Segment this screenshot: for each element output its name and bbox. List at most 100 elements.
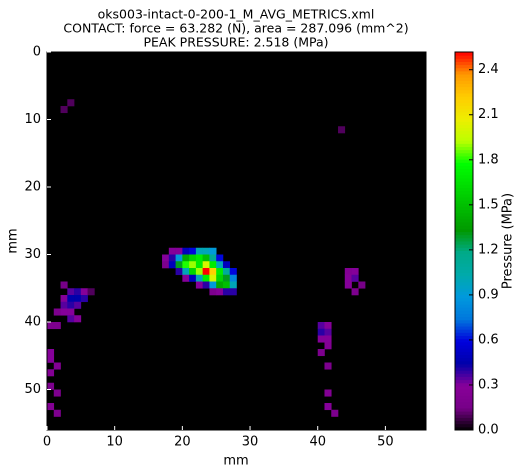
heatmap-cell (222, 281, 231, 289)
colorbar-tick-label: 0.6 (478, 332, 499, 347)
heatmap-cell (189, 261, 197, 269)
heatmap-cell (47, 349, 55, 357)
heatmap-cell (216, 268, 224, 276)
colorbar-tick-label: 0.0 (478, 423, 499, 438)
colorbar-segment (455, 102, 473, 107)
colorbar-segment (455, 285, 473, 289)
colorbar-segment (455, 55, 473, 59)
colorbar-segment (455, 237, 473, 242)
x-tick-label: 50 (377, 435, 394, 450)
heatmap-cell (67, 295, 75, 303)
heatmap-cell (317, 335, 325, 343)
heatmap-cell (53, 322, 61, 330)
colorbar-segment (455, 288, 473, 292)
heatmap-cell (67, 99, 75, 107)
colorbar-segment (455, 118, 473, 122)
heatmap-cell (209, 247, 217, 255)
heatmap-cell (67, 288, 75, 296)
colorbar-segment (455, 269, 473, 273)
heatmap-cell (87, 288, 95, 296)
colorbar-segment (455, 389, 473, 393)
y-tick-label: 40 (24, 315, 41, 330)
colorbar-segment (455, 404, 473, 409)
colorbar-segment (455, 206, 473, 210)
colorbar-segment (455, 319, 473, 324)
colorbar-segment (455, 86, 473, 91)
colorbar-segment (455, 130, 473, 135)
colorbar-segment (455, 115, 473, 119)
heatmap-cell (216, 261, 224, 269)
y-tick-label: 10 (24, 112, 41, 127)
colorbar-segment (455, 234, 473, 239)
colorbar-segment (455, 222, 473, 226)
heatmap-cell (47, 403, 55, 411)
x-axis-label: mm (223, 454, 248, 469)
colorbar-segment (455, 99, 473, 103)
colorbar-segment (455, 392, 473, 396)
colorbar-segment (455, 300, 473, 305)
colorbar-segment (455, 155, 473, 160)
heatmap-cell (344, 274, 352, 282)
colorbar-segment (455, 294, 473, 299)
colorbar-segment (455, 398, 473, 403)
heatmap-cell (216, 274, 224, 282)
heatmap-cell (168, 261, 176, 269)
heatmap-cell (229, 288, 237, 296)
colorbar-segment (455, 250, 473, 255)
colorbar-segment (455, 247, 473, 251)
colorbar-segment (455, 307, 473, 311)
heatmap-cell (53, 409, 61, 417)
heatmap-cell (80, 295, 88, 303)
heatmap-cell (202, 281, 210, 289)
colorbar-segment (455, 228, 473, 233)
colorbar-segment (455, 108, 473, 113)
heatmap-cell (168, 254, 176, 262)
heatmap-cell (47, 382, 55, 390)
heatmap-cell (189, 268, 197, 276)
colorbar-segment (455, 304, 473, 308)
heatmap-cell (175, 247, 183, 255)
heatmap-cell (182, 254, 190, 262)
colorbar-segment (455, 297, 473, 302)
heatmap-cell (74, 301, 82, 309)
x-tick-label: 10 (106, 435, 123, 450)
heatmap-cell (229, 268, 237, 276)
colorbar-segment (455, 360, 473, 365)
colorbar-tick-label: 0.9 (478, 287, 499, 302)
heatmap-cell (317, 328, 325, 336)
colorbar-segment (455, 77, 473, 81)
heatmap-cell (195, 254, 203, 262)
heatmap-cell (74, 295, 82, 303)
heatmap-cell (67, 315, 75, 323)
colorbar-tick-label: 2.1 (478, 107, 499, 122)
heatmap-cell (222, 274, 231, 282)
colorbar-segment (455, 83, 473, 88)
colorbar-segment (455, 218, 473, 223)
heatmap-cell (195, 274, 203, 282)
heatmap-cell (324, 335, 332, 343)
y-tick-label: 20 (24, 180, 41, 195)
heatmap-cell (175, 261, 183, 269)
heatmap-cell (67, 308, 75, 316)
heatmap-cell (182, 268, 190, 276)
colorbar-segment (455, 196, 473, 201)
heatmap-cell (324, 362, 332, 370)
colorbar-segment (455, 426, 473, 431)
y-tick-label: 0 (33, 45, 41, 60)
colorbar-segment (455, 385, 473, 390)
colorbar-segment (455, 190, 473, 195)
chart-title: oks003-intact-0-200-1_M_AVG_METRICS.xml (98, 7, 375, 22)
colorbar-segment (455, 203, 473, 207)
y-axis-label: mm (6, 228, 21, 253)
colorbar-tick-label: 2.4 (478, 62, 499, 77)
heatmap-cell (324, 322, 332, 330)
colorbar-segment (455, 143, 473, 147)
colorbar-segment (455, 266, 473, 270)
heatmap-cell (324, 328, 332, 336)
heatmap-cell (331, 409, 339, 417)
colorbar-segment (455, 162, 473, 166)
colorbar-tick-label: 1.5 (478, 197, 499, 212)
plot-frame (46, 51, 427, 431)
colorbar-segment (455, 370, 473, 374)
chart-subtitle: CONTACT: force = 63.282 (N), area = 287.… (63, 21, 408, 36)
